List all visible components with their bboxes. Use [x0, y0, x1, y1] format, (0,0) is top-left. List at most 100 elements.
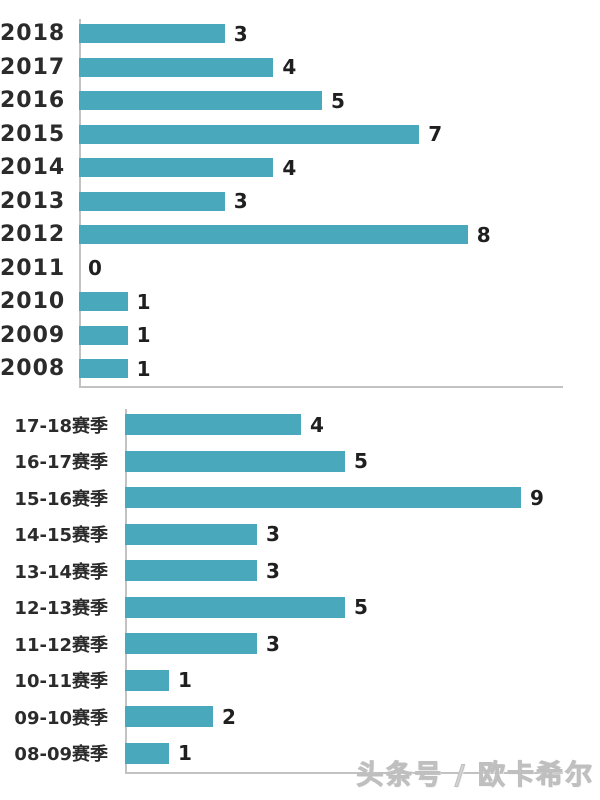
bar-row: 15-16赛季 9	[0, 480, 600, 517]
category-label: 2015	[0, 121, 66, 147]
bar	[125, 633, 257, 655]
category-label: 12-13赛季	[14, 598, 108, 620]
category-label: 2013	[0, 188, 66, 214]
category-label: 08-09赛季	[14, 744, 108, 766]
bar-row: 10-11赛季 1	[0, 662, 600, 699]
bar-row: 14-15赛季 3	[0, 516, 600, 553]
bar-track: 3	[125, 553, 600, 590]
bar-track: 0	[79, 252, 600, 286]
category-label: 11-12赛季	[14, 634, 108, 656]
value-label: 4	[282, 55, 297, 80]
x-axis-line	[79, 385, 563, 388]
bar-track: 3	[79, 185, 600, 219]
value-label: 4	[282, 155, 297, 180]
value-label: 5	[354, 595, 368, 620]
bar-row: 2014 4	[0, 151, 600, 185]
bar-track: 1	[125, 735, 600, 772]
value-label: 1	[136, 356, 151, 381]
value-label: 3	[233, 21, 248, 46]
bar	[125, 450, 345, 472]
category-label: 2017	[0, 54, 66, 80]
value-label: 3	[266, 631, 280, 656]
bar	[79, 225, 468, 245]
value-label: 3	[266, 522, 280, 547]
bar-rows: 17-18赛季 4 16-17赛季 5 15-16赛季 9 14-15赛季 3 13-14赛季 3…	[0, 407, 600, 772]
category-label: 2010	[0, 289, 66, 315]
value-label: 9	[530, 485, 544, 510]
category-label: 2016	[0, 88, 66, 114]
bar-track: 3	[125, 516, 600, 553]
category-label: 2008	[0, 356, 66, 382]
y-axis-line	[125, 408, 127, 772]
bar	[125, 706, 213, 728]
category-label: 14-15赛季	[14, 525, 108, 547]
value-label: 5	[354, 449, 368, 474]
value-label: 3	[233, 189, 248, 214]
bar-track: 8	[79, 218, 600, 252]
bar	[125, 560, 257, 582]
category-label: 17-18赛季	[14, 415, 108, 437]
bar-track: 3	[125, 626, 600, 663]
bar	[79, 325, 128, 345]
bar	[79, 57, 274, 77]
value-label: 1	[178, 741, 192, 766]
value-label: 4	[310, 412, 324, 437]
bar-row: 13-14赛季 3	[0, 553, 600, 590]
value-label: 0	[88, 256, 102, 281]
category-label: 16-17赛季	[14, 452, 108, 474]
bar	[125, 669, 169, 691]
chart-by-year: 2018 3 2017 4 2016 5 2015 7 2014 4 2013 3 2012 8 2011 0…	[0, 17, 600, 388]
bar	[125, 596, 345, 618]
category-label: 2009	[0, 322, 66, 348]
category-label: 15-16赛季	[14, 488, 108, 510]
bar-row: 2009 1	[0, 319, 600, 353]
bar	[125, 487, 521, 509]
value-label: 8	[476, 222, 491, 247]
bar	[79, 124, 420, 144]
category-label: 2012	[0, 222, 66, 248]
category-label: 10-11赛季	[14, 671, 108, 693]
bar-row: 2012 8	[0, 218, 600, 252]
category-label: 2011	[0, 255, 66, 281]
value-label: 7	[428, 122, 443, 147]
category-label: 2014	[0, 155, 66, 181]
bar-row: 2013 3	[0, 185, 600, 219]
bar-row: 11-12赛季 3	[0, 626, 600, 663]
bar	[79, 292, 128, 312]
bar	[79, 24, 225, 44]
bar-track: 1	[79, 319, 600, 353]
chart-by-season: 17-18赛季 4 16-17赛季 5 15-16赛季 9 14-15赛季 3 13-14赛季 3…	[0, 407, 600, 774]
bar-row: 2015 7	[0, 118, 600, 152]
bar	[125, 742, 169, 764]
bar-row: 12-13赛季 5	[0, 589, 600, 626]
bar-track: 1	[79, 352, 600, 386]
x-axis-line	[125, 771, 563, 774]
bar-row: 2011 0	[0, 252, 600, 286]
bar-row: 2017 4	[0, 51, 600, 85]
category-label: 13-14赛季	[14, 561, 108, 583]
bar	[125, 523, 257, 545]
bar-row: 17-18赛季 4	[0, 407, 600, 444]
bar-row: 2016 5	[0, 84, 600, 118]
watermark: 头条号 / 欧卡希尔	[356, 760, 594, 792]
bar-track: 3	[79, 17, 600, 51]
value-label: 1	[178, 668, 192, 693]
bar-track: 4	[79, 51, 600, 85]
value-label: 3	[266, 558, 280, 583]
bar-track: 9	[125, 480, 600, 517]
bar-track: 1	[79, 285, 600, 319]
bar	[79, 191, 225, 211]
bar-row: 2010 1	[0, 285, 600, 319]
bar-track: 5	[125, 589, 600, 626]
category-label: 2018	[0, 21, 66, 47]
bar	[79, 359, 128, 379]
bar-row: 16-17赛季 5	[0, 443, 600, 480]
bar	[125, 414, 301, 436]
value-label: 2	[222, 704, 236, 729]
bar-track: 4	[125, 407, 600, 444]
bar-track: 4	[79, 151, 600, 185]
bar-track: 7	[79, 118, 600, 152]
value-label: 5	[331, 88, 345, 113]
bar-row: 09-10赛季 2	[0, 699, 600, 736]
